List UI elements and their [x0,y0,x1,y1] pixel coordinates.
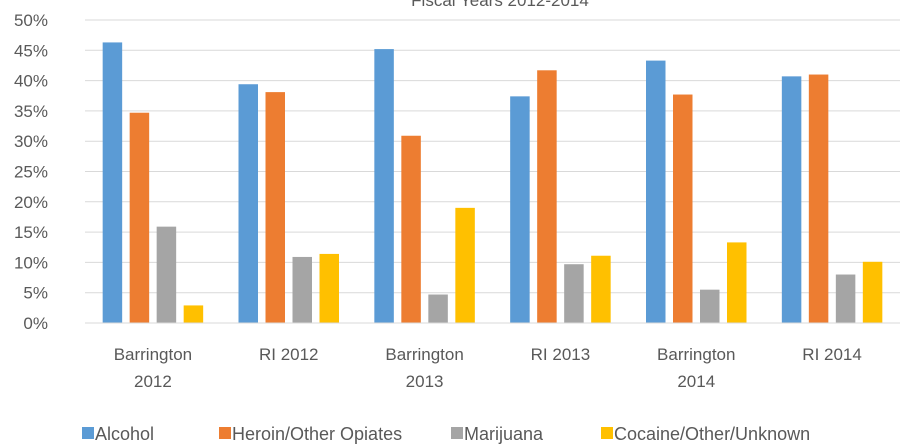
legend-label: Marijuana [464,424,544,444]
y-tick-label: 30% [14,132,48,151]
x-category-label: Barrington [657,345,735,364]
bar-marijuana [292,256,312,323]
bar-marijuana [835,274,856,323]
y-tick-label: 0% [23,314,48,333]
x-category-label: RI 2012 [259,345,319,364]
bar-cocaine-other-unknown [319,253,339,323]
y-tick-label: 45% [14,41,48,60]
y-tick-label: 10% [14,253,48,272]
bar-alcohol [238,84,258,324]
x-category-label: RI 2014 [802,345,862,364]
x-category-label: Barrington [385,345,463,364]
bar-cocaine-other-unknown [727,242,747,323]
chart-title: Fiscal Years 2012-2014 [411,0,589,10]
bar-alcohol [510,96,530,323]
bar-alcohol [374,49,394,323]
legend-label: Cocaine/Other/Unknown [614,424,810,444]
y-tick-label: 5% [23,284,48,303]
x-category-label: 2012 [134,372,172,391]
legend-label: Alcohol [95,424,154,444]
bar-marijuana [428,294,448,323]
legend: Alcohol Heroin/Other Opiates Marijuana Coca… [82,424,810,444]
y-axis-tick-labels: 0% 5% 10% 15% 20% 25% 30% 35% 40% 45% 50% [14,11,48,333]
bar-alcohol [781,76,802,323]
legend-swatch [219,427,231,439]
legend-swatch [82,427,94,439]
y-tick-label: 40% [14,72,48,91]
bar-heroin-other-opiates [401,135,421,323]
y-tick-label: 20% [14,193,48,212]
x-category-label: 2014 [677,372,715,391]
bars [102,42,883,324]
bar-alcohol [102,42,123,324]
bar-cocaine-other-unknown [455,207,475,323]
bar-heroin-other-opiates [808,74,829,323]
bar-heroin-other-opiates [537,70,557,323]
gridlines [85,19,900,294]
x-category-label: RI 2013 [531,345,591,364]
bar-marijuana [156,226,177,323]
y-tick-label: 25% [14,163,48,182]
y-tick-label: 15% [14,223,48,242]
bar-cocaine-other-unknown [591,255,611,323]
bar-heroin-other-opiates [673,94,693,324]
x-category-label: Barrington [114,345,192,364]
x-axis-category-labels: Barrington 2012 RI 2012 Barrington 2013 RI 20… [114,345,862,391]
legend-label: Heroin/Other Opiates [232,424,402,444]
bar-heroin-other-opiates [265,92,285,323]
x-category-label: 2013 [406,372,444,391]
bar-alcohol [646,60,666,324]
legend-swatch [451,427,463,439]
bar-marijuana [564,264,584,323]
bar-cocaine-other-unknown [183,305,204,323]
bar-cocaine-other-unknown [862,261,883,323]
y-tick-label: 35% [14,102,48,121]
bar-marijuana [700,289,720,323]
bar-heroin-other-opiates [129,112,150,323]
y-tick-label: 50% [14,11,48,30]
legend-swatch [601,427,613,439]
